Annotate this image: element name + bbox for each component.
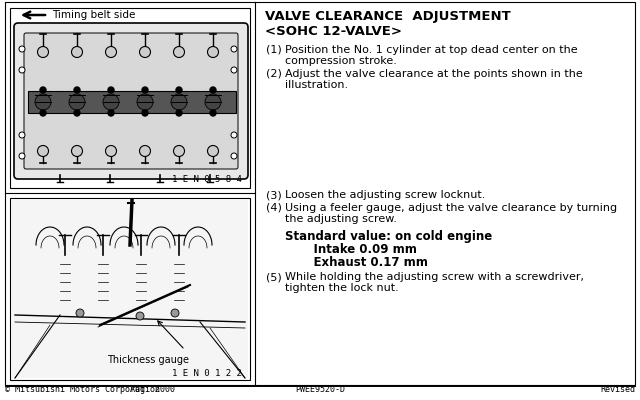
Text: compression stroke.: compression stroke. (285, 56, 397, 66)
Circle shape (171, 94, 187, 110)
Text: (1): (1) (266, 45, 282, 55)
Circle shape (19, 67, 25, 73)
Text: PWEE9520-D: PWEE9520-D (295, 385, 345, 394)
Text: (4): (4) (266, 203, 282, 213)
Circle shape (173, 46, 184, 58)
Bar (10, 8, 250, 188)
Text: illustration.: illustration. (285, 80, 348, 90)
Text: VALVE CLEARANCE  ADJUSTMENT: VALVE CLEARANCE ADJUSTMENT (265, 10, 511, 23)
Bar (10, 198, 250, 380)
Circle shape (210, 87, 216, 93)
Circle shape (40, 87, 46, 93)
Circle shape (171, 309, 179, 317)
Text: (3): (3) (266, 190, 282, 200)
Circle shape (231, 67, 237, 73)
Circle shape (108, 87, 114, 93)
Circle shape (207, 146, 218, 156)
Circle shape (106, 146, 116, 156)
Text: Intake 0.09 mm: Intake 0.09 mm (297, 243, 417, 256)
Text: <SOHC 12-VALVE>: <SOHC 12-VALVE> (265, 25, 402, 38)
Circle shape (176, 87, 182, 93)
Text: Position the No. 1 cylinder at top dead center on the: Position the No. 1 cylinder at top dead … (285, 45, 578, 55)
Text: 1 E N 0 1 2 2: 1 E N 0 1 2 2 (172, 369, 242, 378)
Circle shape (137, 94, 153, 110)
Circle shape (74, 110, 80, 116)
Circle shape (142, 110, 148, 116)
Text: While holding the adjusting screw with a screwdriver,: While holding the adjusting screw with a… (285, 272, 584, 282)
Circle shape (106, 46, 116, 58)
Circle shape (142, 87, 148, 93)
Text: © Mitsubishi Motors Corporation: © Mitsubishi Motors Corporation (5, 385, 160, 394)
Circle shape (76, 309, 84, 317)
Circle shape (207, 46, 218, 58)
Circle shape (210, 110, 216, 116)
Text: Aug. 2000: Aug. 2000 (130, 385, 175, 394)
Circle shape (108, 110, 114, 116)
Circle shape (231, 132, 237, 138)
Circle shape (19, 153, 25, 159)
Circle shape (38, 46, 49, 58)
Text: Exhaust 0.17 mm: Exhaust 0.17 mm (297, 256, 428, 269)
FancyBboxPatch shape (14, 23, 248, 179)
Text: (5): (5) (266, 272, 282, 282)
Circle shape (74, 87, 80, 93)
Circle shape (35, 94, 51, 110)
Text: Adjust the valve clearance at the points shown in the: Adjust the valve clearance at the points… (285, 69, 583, 79)
Text: tighten the lock nut.: tighten the lock nut. (285, 283, 399, 293)
Text: (2): (2) (266, 69, 282, 79)
Text: the adjusting screw.: the adjusting screw. (285, 214, 397, 224)
Text: Loosen the adjusting screw locknut.: Loosen the adjusting screw locknut. (285, 190, 485, 200)
Circle shape (38, 146, 49, 156)
Circle shape (176, 110, 182, 116)
FancyBboxPatch shape (24, 33, 238, 169)
Text: Using a feeler gauge, adjust the valve clearance by turning: Using a feeler gauge, adjust the valve c… (285, 203, 617, 213)
Circle shape (205, 94, 221, 110)
Circle shape (136, 312, 144, 320)
Circle shape (40, 110, 46, 116)
Circle shape (173, 146, 184, 156)
Text: Standard value: on cold engine: Standard value: on cold engine (285, 230, 492, 243)
Text: Timing belt side: Timing belt side (52, 10, 136, 20)
Circle shape (72, 46, 83, 58)
Circle shape (231, 46, 237, 52)
Circle shape (19, 46, 25, 52)
Text: Thickness gauge: Thickness gauge (107, 355, 189, 365)
Circle shape (103, 94, 119, 110)
Circle shape (231, 153, 237, 159)
Bar (12, 200, 248, 378)
Circle shape (69, 94, 85, 110)
Text: 1 E N 0 5 8 4: 1 E N 0 5 8 4 (172, 175, 242, 184)
Circle shape (19, 132, 25, 138)
Circle shape (140, 146, 150, 156)
Bar (28, 91, 236, 113)
Circle shape (140, 46, 150, 58)
Text: Revised: Revised (600, 385, 635, 394)
Circle shape (72, 146, 83, 156)
